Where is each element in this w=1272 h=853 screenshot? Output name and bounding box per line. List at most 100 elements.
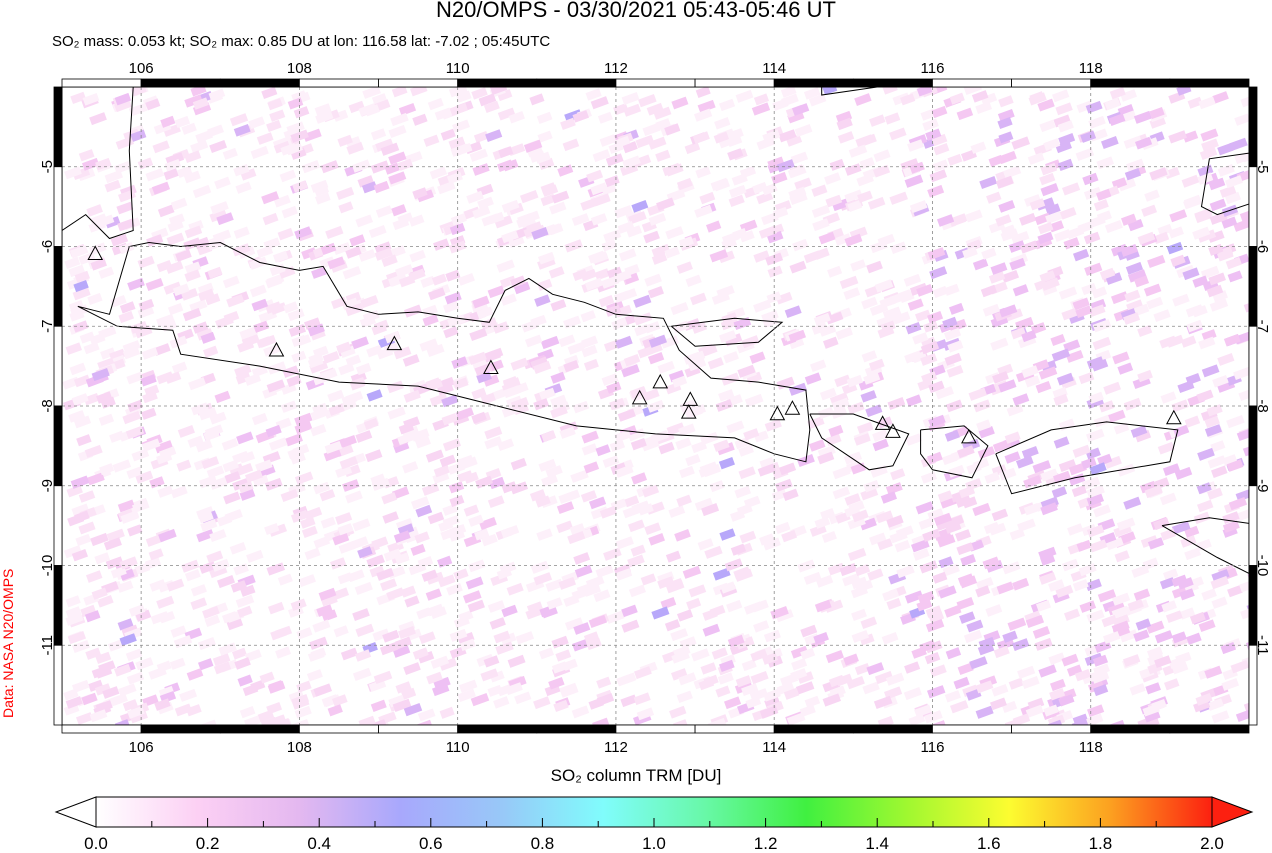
so2-pixel [417,708,436,722]
volcano-triangle-icon [386,335,403,351]
so2-pixel [726,128,744,141]
so2-pixel [425,449,444,463]
so2-pixel [1071,718,1089,725]
so2-pixel [165,371,182,384]
so2-pixel [446,171,463,185]
so2-pixel [525,334,543,348]
so2-pixel [138,298,155,312]
so2-pixel [1223,333,1241,347]
so2-pixel [949,302,965,315]
so2-pixel [206,550,224,564]
so2-pixel [438,519,454,532]
so2-pixel [800,647,816,660]
so2-pixel [664,123,681,136]
so2-pixel [268,680,284,693]
so2-pixel [949,92,965,105]
so2-pixel [819,387,837,401]
so2-pixel [261,191,280,205]
so2-pixel [573,622,591,635]
so2-pixel [854,93,872,107]
so2-pixel [638,503,654,516]
so2-pixel [240,168,257,181]
so2-pixel [935,386,954,400]
so2-pixel [596,676,612,689]
so2-pixel [354,581,373,596]
so2-pixel [775,521,791,535]
so2-pixel [835,110,853,124]
so2-pixel [357,175,374,188]
so2-pixel [944,690,961,703]
so2-pixel [562,138,580,152]
so2-pixel [375,138,394,152]
so2-pixel [156,371,174,385]
so2-pixel [792,238,809,252]
so2-pixel [1054,229,1072,243]
so2-pixel [670,628,689,642]
so2-pixel [145,98,161,111]
so2-pixel [1066,664,1083,677]
lon-tick-label-top: 114 [762,60,786,77]
frame-bar-right [1248,565,1258,646]
frame-bar-left [53,246,63,327]
so2-pixel [508,235,525,248]
so2-pixel [783,687,800,700]
so2-pixel [1171,521,1191,535]
lon-tick-label-top: 116 [921,60,945,77]
so2-pixel [110,294,127,308]
so2-pixel [678,423,696,437]
so2-pixel [877,715,894,725]
so2-pixel [771,171,788,185]
frame-bar-top [1169,78,1250,88]
so2-pixel [1110,719,1126,725]
so2-pixel [485,129,503,143]
so2-pixel [759,533,775,546]
frame-bar-left [53,644,63,726]
so2-pixel [294,412,313,427]
so2-pixel [630,544,646,557]
so2-pixel [715,399,733,412]
so2-pixel [374,247,393,261]
so2-pixel [533,696,551,710]
so2-pixel [68,410,86,423]
so2-pixel [184,269,201,282]
so2-pixel [835,326,853,340]
lat-tick-label-left: -9 [39,479,56,492]
so2-pixel [550,371,566,384]
so2-pixel [586,637,602,651]
so2-pixel [523,224,542,238]
so2-pixel [1146,620,1165,634]
so2-pixel [1243,699,1249,713]
so2-pixel [236,463,254,476]
so2-pixel [1007,617,1027,631]
so2-pixel [1085,447,1101,460]
lombok-coast [920,425,989,479]
so2-pixel [738,466,756,480]
so2-pixel [1185,373,1201,386]
so2-pixel [651,243,671,258]
so2-pixel [361,181,378,194]
so2-pixel [834,374,851,388]
so2-pixel [695,87,711,99]
so2-pixel [163,281,182,295]
so2-pixel [397,158,414,171]
so2-pixel [358,715,376,725]
frame-bar-top [932,78,1013,88]
so2-pixel [422,314,439,327]
so2-pixel [909,200,928,214]
so2-pixel [1093,684,1109,697]
so2-pixel [370,160,390,174]
so2-pixel [856,173,874,187]
so2-pixel [114,99,132,113]
so2-pixel [388,124,407,139]
so2-pixel [1075,305,1093,319]
so2-pixel [718,456,735,470]
so2-pixel [992,371,1009,384]
so2-pixel [1053,114,1071,128]
so2-pixel [827,562,845,576]
so2-pixel [1123,312,1141,325]
so2-pixel [546,597,563,610]
so2-pixel [1207,230,1225,243]
so2-pixel [1196,482,1212,495]
so2-pixel [320,594,338,608]
colorbar-tick-label: 0.6 [419,834,443,853]
